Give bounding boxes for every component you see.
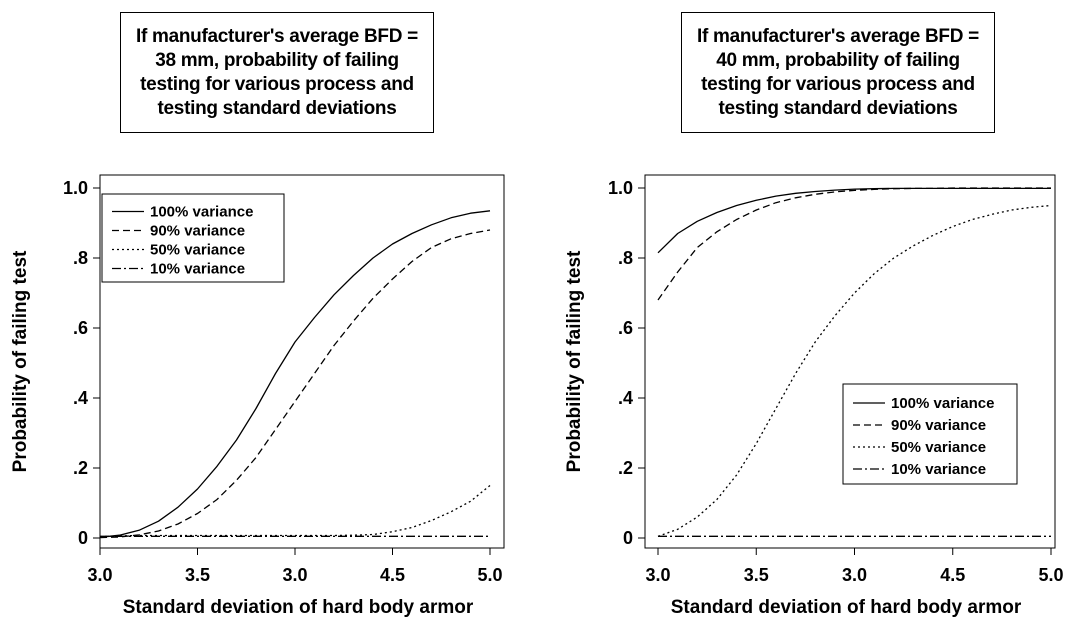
series-line [657,187,1051,254]
plot-frame [644,174,1056,549]
y-tick-label: .4 [618,388,633,408]
x-tick-label: 3.0 [842,565,867,585]
y-tick-label: .2 [73,458,88,478]
chart-title: If manufacturer's average BFD = 38 mm, p… [136,25,418,119]
x-tick-label: 3.5 [744,565,769,585]
x-tick-label: 5.0 [477,565,502,585]
series-line [99,210,491,538]
series-line [657,204,1052,537]
y-tick-label: .6 [618,318,633,338]
legend-label: 100% variance [150,204,253,221]
line-chart-right: 0 .2 .4 .6 .8 1.0 3.0 3.5 3.0 4.5 5.0 Standard devi… [564,174,1064,618]
y-tick-label: 1.0 [608,178,633,198]
y-tick-label: 0 [623,528,633,548]
legend-label: 100% variance [891,395,994,412]
chart-title-box: If manufacturer's average BFD = 38 mm, p… [120,12,434,133]
y-tick-label: .2 [618,458,633,478]
legend-box [842,383,1018,485]
x-tick-label: 4.5 [380,565,405,585]
x-tick-label: 5.0 [1038,565,1063,585]
chart-title: If manufacturer's average BFD = 40 mm, p… [697,25,979,119]
y-tick-label: 0 [78,528,88,548]
chart-panel-right: If manufacturer's average BFD = 40 mm, p… [535,0,1070,624]
series-line [99,484,491,538]
legend-label: 50% variance [150,242,245,259]
x-axis-title: Standard deviation of hard body armor [671,597,1022,618]
y-tick-label: .8 [73,248,88,268]
chart-title-box: If manufacturer's average BFD = 40 mm, p… [681,12,995,133]
y-axis-title: Probability of failing test [564,250,585,472]
y-tick-label: 1.0 [63,178,88,198]
legend-label: 50% variance [891,439,986,456]
legend-label: 90% variance [891,417,986,434]
y-axis-title: Probability of failing test [10,250,31,472]
chart-panel-left: If manufacturer's average BFD = 38 mm, p… [10,12,505,618]
x-tick-label: 3.0 [87,565,112,585]
legend-label: 10% variance [891,461,986,478]
plot-frame [99,174,505,549]
legend-box [101,193,285,283]
x-tick-label: 3.5 [185,565,210,585]
x-axis-title: Standard deviation of hard body armor [123,597,474,618]
x-tick-label: 3.0 [282,565,307,585]
series-line [657,187,1051,301]
y-tick-label: .8 [618,248,633,268]
y-tick-label: .4 [73,388,88,408]
x-tick-label: 4.5 [940,565,965,585]
legend-label: 90% variance [150,223,245,240]
y-tick-label: .6 [73,318,88,338]
x-tick-label: 3.0 [645,565,670,585]
legend-label: 10% variance [150,261,245,278]
